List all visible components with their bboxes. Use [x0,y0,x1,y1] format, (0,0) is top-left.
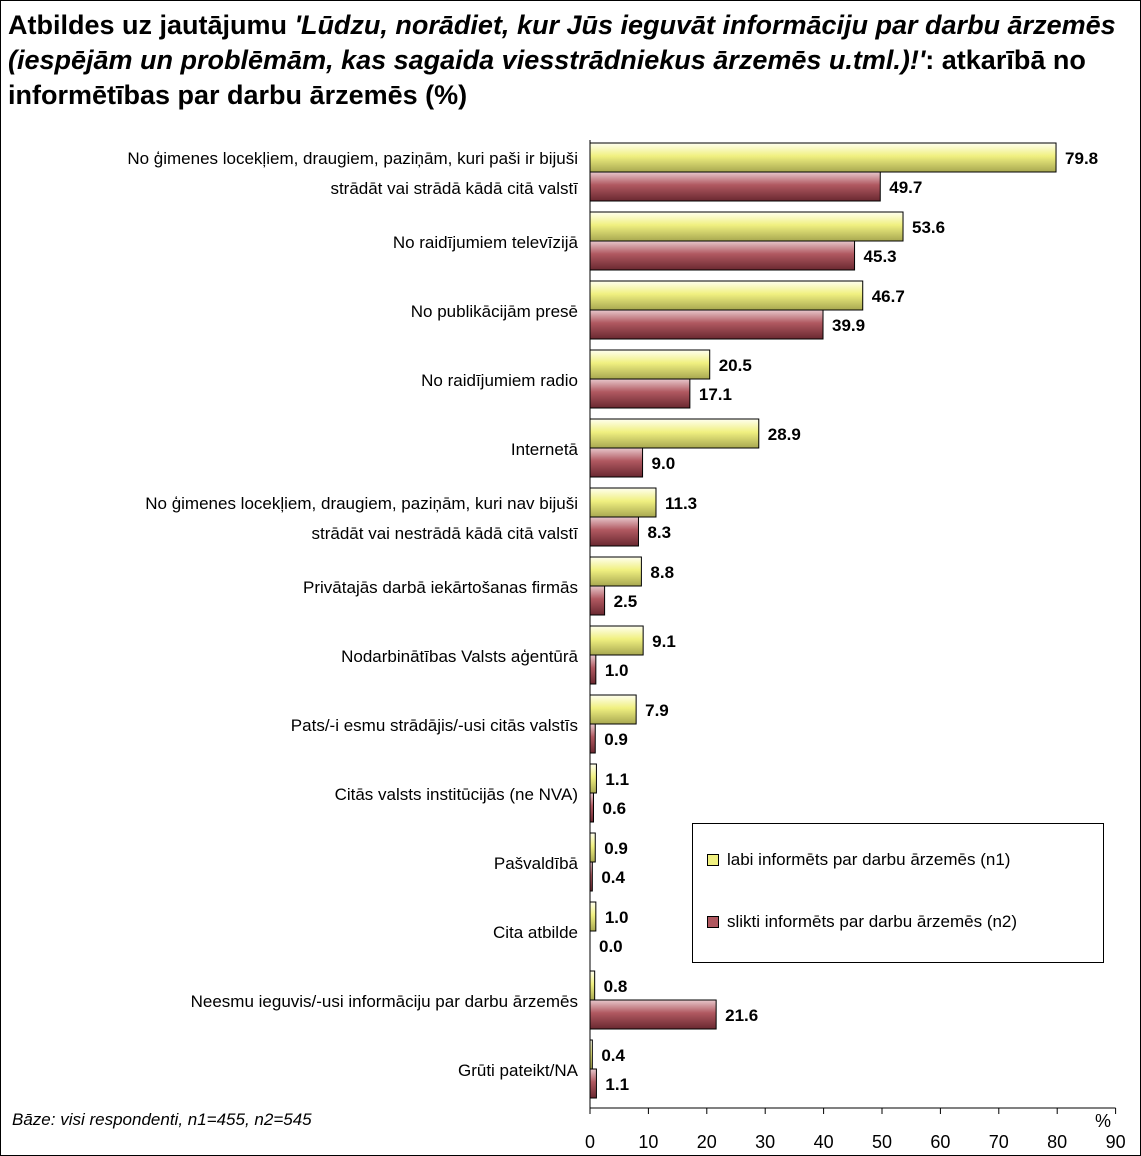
value-label-series1: 0.8 [604,977,628,996]
bar-series1 [589,832,596,863]
value-label-series1: 0.4 [601,1046,625,1065]
bar-series1 [589,763,597,794]
bar-series2 [589,585,606,616]
bar-series2 [589,171,881,202]
bar-series2 [589,999,717,1030]
category-label: Nodarbinātības Valsts aģentūrā [341,647,578,666]
x-tick-label: 50 [872,1132,892,1152]
axis-layer: 0 10 20 30 40 50 60 70 80 90% [585,140,1126,1152]
value-label-series2: 49.7 [889,178,922,197]
category-label: No raidījumiem televīzijā [393,233,579,252]
bar-series1 [589,418,760,449]
value-label-series2: 17.1 [699,385,732,404]
x-tick-label: 30 [755,1132,775,1152]
x-tick-label: 10 [638,1132,658,1152]
x-tick-label: 90 [1106,1132,1126,1152]
category-label: No ģimenes locekļiem, draugiem, paziņām,… [127,149,578,168]
bar-series2 [589,792,595,823]
value-label-series1: 0.9 [604,839,628,858]
value-label-series1: 7.9 [645,701,669,720]
value-label-series1: 53.6 [912,218,945,237]
value-label-series2: 0.9 [604,730,628,749]
legend-label-series1: labi informēts par darbu ārzemēs (n1) [727,850,1011,869]
category-label: Cita atbilde [493,923,578,942]
title-question: 'Lūdzu, norādiet, kur Jūs ieguvāt inform… [8,10,1116,75]
bar-series2 [589,654,597,685]
category-label: Pats/-i esmu strādājis/-usi citās valstī… [291,716,578,735]
x-tick-label: 40 [814,1132,834,1152]
value-label-series2: 0.4 [601,868,625,887]
value-label-series2: 2.5 [614,592,638,611]
x-tick-label: 80 [1047,1132,1067,1152]
value-label-series1: 28.9 [768,425,801,444]
x-tick-label: 20 [697,1132,717,1152]
bar-series1 [589,487,657,518]
category-label: Internetā [511,440,579,459]
legend-label-series2: slikti informēts par darbu ārzemēs (n2) [727,912,1018,931]
bar-series2 [589,240,856,271]
bar-series2 [589,309,824,340]
category-label: Grūti pateikt/NA [458,1061,579,1080]
legend-swatch-series2 [707,916,719,928]
category-label: Privātajās darbā iekārtošanas firmās [303,578,578,597]
category-label: strādāt vai strādā kādā citā valstī [330,179,578,198]
category-label: Neesmu ieguvis/-usi informāciju par darb… [191,992,578,1011]
base-note: Bāze: visi respondenti, n1=455, n2=545 [12,1110,312,1129]
value-label-series1: 1.0 [605,908,629,927]
title-part-1: Atbildes uz jautājumu [8,10,295,40]
value-label-series2: 39.9 [832,316,865,335]
bars-layer: No ģimenes locekļiem, draugiem, paziņām,… [127,142,1098,1099]
value-label-series1: 11.3 [665,494,697,513]
bar-series1 [589,349,711,380]
value-label-series2: 21.6 [725,1006,758,1025]
x-tick-label: 60 [930,1132,950,1152]
category-label: No publikācijām presē [411,302,578,321]
bar-series1 [589,142,1057,173]
category-label: Pašvaldībā [494,854,579,873]
bar-series2 [589,1068,597,1099]
chart-title: Atbildes uz jautājumu 'Lūdzu, norādiet, … [8,8,1128,113]
value-label-series2: 1.0 [605,661,629,680]
category-label: No raidījumiem radio [421,371,578,390]
legend-swatch-series1 [707,854,719,866]
bar-series1 [589,970,596,1001]
title-part-3: : atkarībā no informētības par darbu ārz… [8,45,1086,110]
value-label-series2: 0.0 [599,937,623,956]
value-label-series1: 8.8 [650,563,674,582]
value-label-series2: 1.1 [605,1075,629,1094]
legend-item-series1: labi informēts par darbu ārzemēs (n1) [707,850,1010,870]
bar-series1 [589,280,864,311]
value-label-series2: 45.3 [864,247,897,266]
x-tick-label: 70 [989,1132,1009,1152]
x-tick-label: 0 [585,1132,595,1152]
value-label-series1: 1.1 [605,770,629,789]
bar-series1 [589,901,597,932]
bar-series2 [589,447,644,478]
bar-series1 [589,625,644,656]
bar-series1 [589,556,642,587]
bar-series1 [589,694,637,725]
value-label-series1: 79.8 [1065,149,1098,168]
bar-series1 [589,211,904,242]
category-label: strādāt vai nestrādā kādā citā valstī [312,524,579,543]
legend: labi informēts par darbu ārzemēs (n1) sl… [692,823,1104,963]
bar-series2 [589,516,639,547]
legend-item-series2: slikti informēts par darbu ārzemēs (n2) [707,912,1017,932]
value-label-series1: 9.1 [652,632,676,651]
value-label-series1: 46.7 [872,287,905,306]
category-label: Citās valsts institūcijās (ne NVA) [335,785,578,804]
value-label-series2: 9.0 [652,454,676,473]
category-label: No ģimenes locekļiem, draugiem, paziņām,… [145,494,578,513]
value-label-series2: 8.3 [647,523,671,542]
x-axis-unit: % [1095,1111,1111,1131]
bar-series2 [589,723,596,754]
value-label-series2: 0.6 [603,799,627,818]
value-label-series1: 20.5 [719,356,752,375]
bar-series2 [589,378,691,409]
